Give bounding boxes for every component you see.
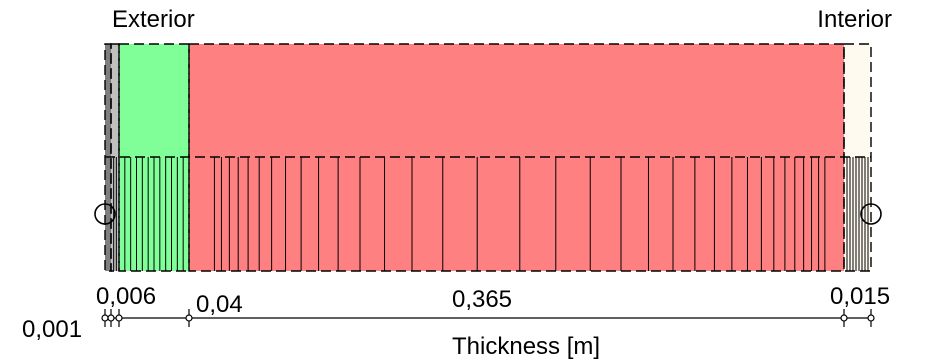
dim-label-layer-3: 0,04 (196, 291, 243, 318)
dim-label-layer-2: 0,006 (96, 283, 156, 310)
dimension-tick-marker (107, 314, 115, 322)
dimension-tick-marker (101, 314, 109, 322)
dimension-tick-marker (867, 314, 875, 322)
dimension-tick-marker (840, 314, 848, 322)
dimension-tick-marker (115, 314, 123, 322)
interior-label: Interior (817, 6, 892, 33)
exterior-boundary-marker (94, 203, 116, 225)
interior-boundary-marker (860, 203, 882, 225)
exterior-label: Exterior (112, 6, 195, 33)
axis-label: Thickness [m] (452, 333, 600, 360)
dim-label-layer-5: 0,015 (830, 283, 890, 310)
dimension-line (101, 309, 875, 327)
layer-outlines (104, 43, 872, 272)
dimension-tick-marker (185, 314, 193, 322)
mesh-lines (113, 157, 869, 271)
dim-label-layer-1: 0,001 (22, 316, 82, 343)
dim-label-layer-4: 0,365 (452, 286, 512, 313)
